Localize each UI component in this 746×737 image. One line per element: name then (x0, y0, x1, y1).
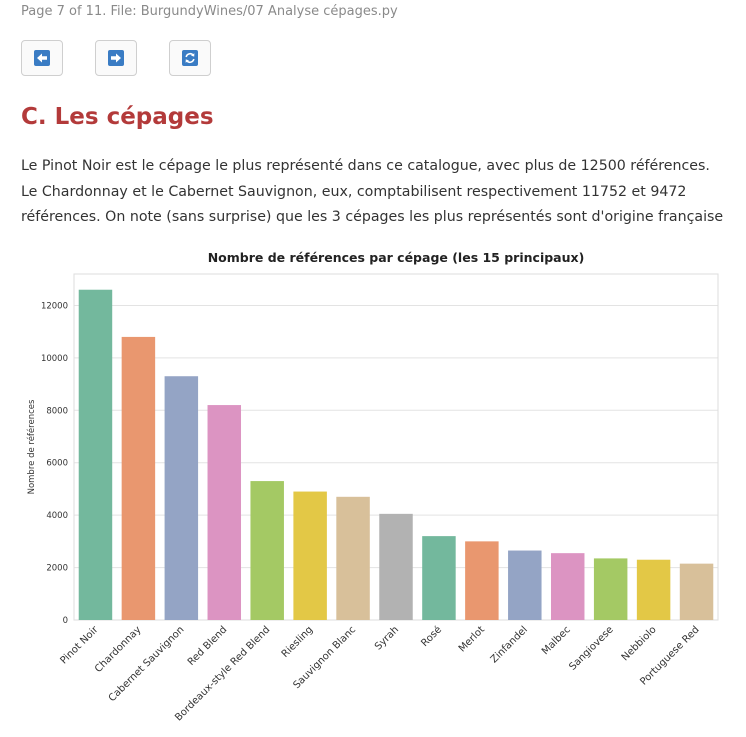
bar (207, 405, 242, 620)
refresh-icon (182, 50, 198, 66)
bar (78, 289, 113, 620)
next-page-button[interactable] (95, 40, 137, 76)
page-info: Page 7 of 11. File: BurgundyWines/07 Ana… (21, 4, 398, 19)
bar (593, 558, 628, 620)
y-tick-label: 0 (63, 616, 68, 626)
x-tick-label: Zinfandel (489, 624, 530, 665)
navigation-bar (21, 40, 211, 76)
arrow-right-icon (108, 50, 124, 66)
x-tick-label: Rosé (419, 624, 444, 649)
bar (293, 491, 327, 620)
x-tick-label: Pinot Noir (58, 624, 101, 667)
bar (636, 559, 671, 620)
y-tick-label: 8000 (46, 406, 68, 416)
bar (336, 496, 370, 620)
y-tick-label: 12000 (41, 301, 68, 311)
x-tick-label: Nebbiolo (620, 624, 659, 663)
bar (679, 563, 714, 620)
y-tick-label: 10000 (41, 354, 68, 364)
y-axis-label: Nombre de références (26, 399, 37, 494)
y-tick-label: 6000 (46, 459, 68, 469)
bar (422, 536, 456, 620)
x-tick-label: Syrah (373, 624, 401, 652)
refresh-page-button[interactable] (169, 40, 211, 76)
bar (379, 513, 413, 620)
y-tick-label: 4000 (46, 511, 68, 521)
bar (121, 336, 156, 620)
x-tick-label: Red Blend (186, 624, 230, 668)
chart-title: Nombre de références par cépage (les 15 … (208, 250, 585, 265)
bar (508, 550, 542, 620)
x-tick-label: Malbec (540, 624, 573, 657)
bar (250, 481, 284, 620)
bar (550, 553, 585, 620)
x-tick-label: Cabernet Sauvignon (107, 624, 187, 704)
x-tick-label: Merlot (457, 624, 487, 654)
y-tick-label: 2000 (46, 564, 68, 574)
section-title: C. Les cépages (21, 104, 214, 130)
bar (164, 376, 199, 620)
bar-chart: Nombre de références par cépage (les 15 … (26, 250, 719, 723)
x-tick-label: Riesling (280, 624, 316, 660)
intro-paragraph: Le Pinot Noir est le cépage le plus repr… (21, 158, 724, 225)
x-tick-label: Bordeaux-style Red Blend (173, 624, 272, 723)
x-tick-label: Sangiovese (567, 624, 615, 672)
bar (465, 541, 499, 620)
arrow-left-icon (34, 50, 50, 66)
previous-page-button[interactable] (21, 40, 63, 76)
